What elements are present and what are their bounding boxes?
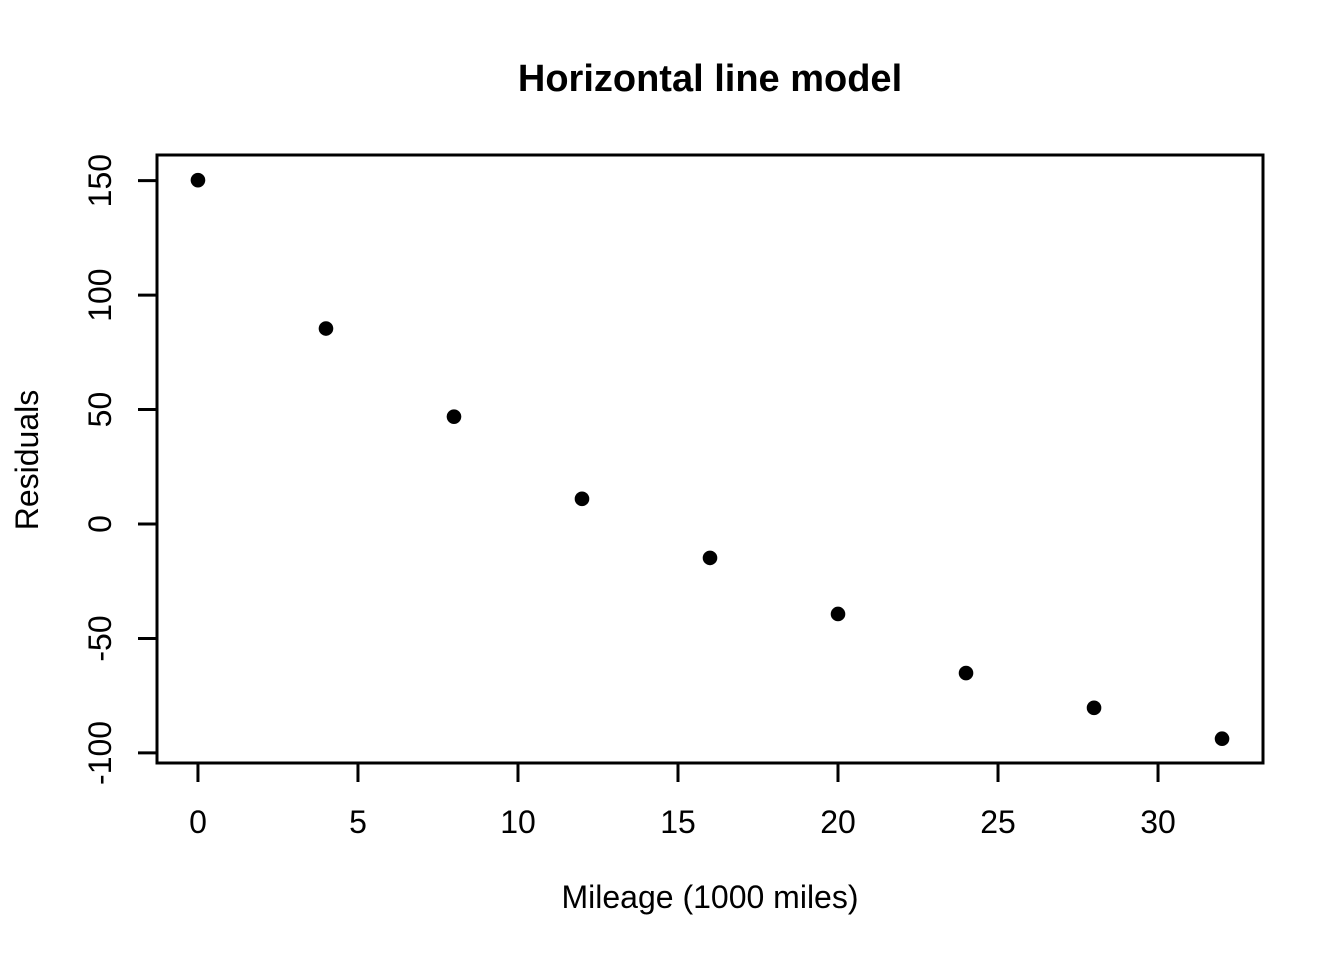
- data-points: [190, 172, 1230, 747]
- y-axis-label: Residuals: [9, 390, 45, 531]
- x-axis-label: Mileage (1000 miles): [561, 879, 858, 915]
- data-point: [1214, 731, 1230, 747]
- y-tick-label: 0: [82, 515, 118, 533]
- data-point: [702, 550, 718, 566]
- data-point: [446, 409, 462, 424]
- x-tick-label: 20: [820, 804, 856, 840]
- x-tick-label: 5: [349, 804, 367, 840]
- data-point: [830, 606, 846, 622]
- y-tick-label: 100: [82, 268, 118, 321]
- x-tick-label: 25: [980, 804, 1016, 840]
- y-tick-label: 150: [82, 154, 118, 207]
- data-point: [190, 172, 206, 188]
- x-axis: 0 5 10 15 20 25 30: [189, 763, 1176, 840]
- data-point: [574, 491, 590, 507]
- data-point: [318, 321, 334, 336]
- chart-title: Horizontal line model: [518, 58, 902, 100]
- y-tick-label: -50: [82, 615, 118, 661]
- y-axis: 150 100 50 0 -50 -100: [82, 154, 157, 785]
- plot-frame: [155, 153, 1265, 765]
- data-point: [958, 665, 974, 681]
- plot-box: [155, 153, 1265, 765]
- x-tick-label: 15: [660, 804, 696, 840]
- x-tick-label: 30: [1140, 804, 1176, 840]
- x-tick-label: 10: [500, 804, 536, 840]
- y-tick-label: -100: [82, 721, 118, 785]
- y-tick-label: 50: [82, 392, 118, 428]
- data-point: [1086, 700, 1102, 716]
- x-tick-label: 0: [189, 804, 207, 840]
